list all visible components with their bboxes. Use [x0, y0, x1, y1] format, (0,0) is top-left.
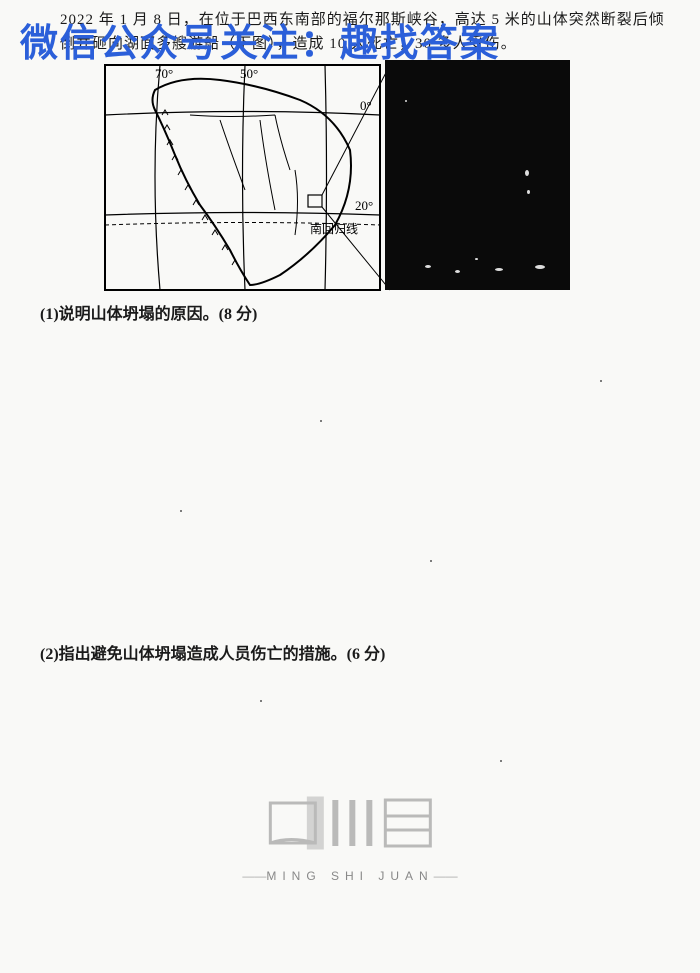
footer-brand: MING SHI JUAN [242, 788, 457, 883]
photo-speck [495, 268, 503, 271]
photo-speck [527, 190, 530, 194]
lat-label-0: 0° [360, 98, 372, 113]
intro-paragraph: 2022 年 1 月 8 日，在位于巴西东南部的福尔那斯峡谷，高达 5 米的山体… [60, 8, 680, 56]
figure-container: 70° 50° 0° 20° 南回归线 [100, 60, 570, 290]
noise-dot [180, 510, 182, 512]
noise-dot [320, 420, 322, 422]
noise-dot [500, 760, 502, 762]
footer-brand-text: MING SHI JUAN [242, 869, 457, 883]
photo-speck [455, 270, 460, 273]
photo-speck [405, 100, 407, 102]
south-america-map: 70° 50° 0° 20° 南回归线 [100, 60, 390, 295]
incident-photo [385, 60, 570, 290]
noise-dot [260, 700, 262, 702]
noise-dot [430, 560, 432, 562]
intro-line-2: 倒并砸向湖面多艘游船（下图），造成 10 人死亡，30 多人受伤。 [60, 36, 517, 52]
photo-speck [475, 258, 478, 260]
footer-logo-icon [260, 788, 440, 858]
lat-label-20: 20° [355, 198, 373, 213]
photo-speck [425, 265, 431, 268]
lon-label-50: 50° [240, 66, 258, 81]
intro-line-1: 2022 年 1 月 8 日，在位于巴西东南部的福尔那斯峡谷，高达 5 米的山体… [60, 12, 665, 28]
noise-dot [600, 380, 602, 382]
question-2: (2)指出避免山体坍塌造成人员伤亡的措施。(6 分) [40, 640, 385, 664]
photo-speck [525, 170, 529, 176]
exam-page: 2022 年 1 月 8 日，在位于巴西东南部的福尔那斯峡谷，高达 5 米的山体… [0, 0, 700, 973]
tropic-label: 南回归线 [310, 221, 358, 236]
lon-label-70: 70° [155, 66, 173, 81]
question-1: (1)说明山体坍塌的原因。(8 分) [40, 300, 257, 324]
photo-speck [535, 265, 545, 269]
